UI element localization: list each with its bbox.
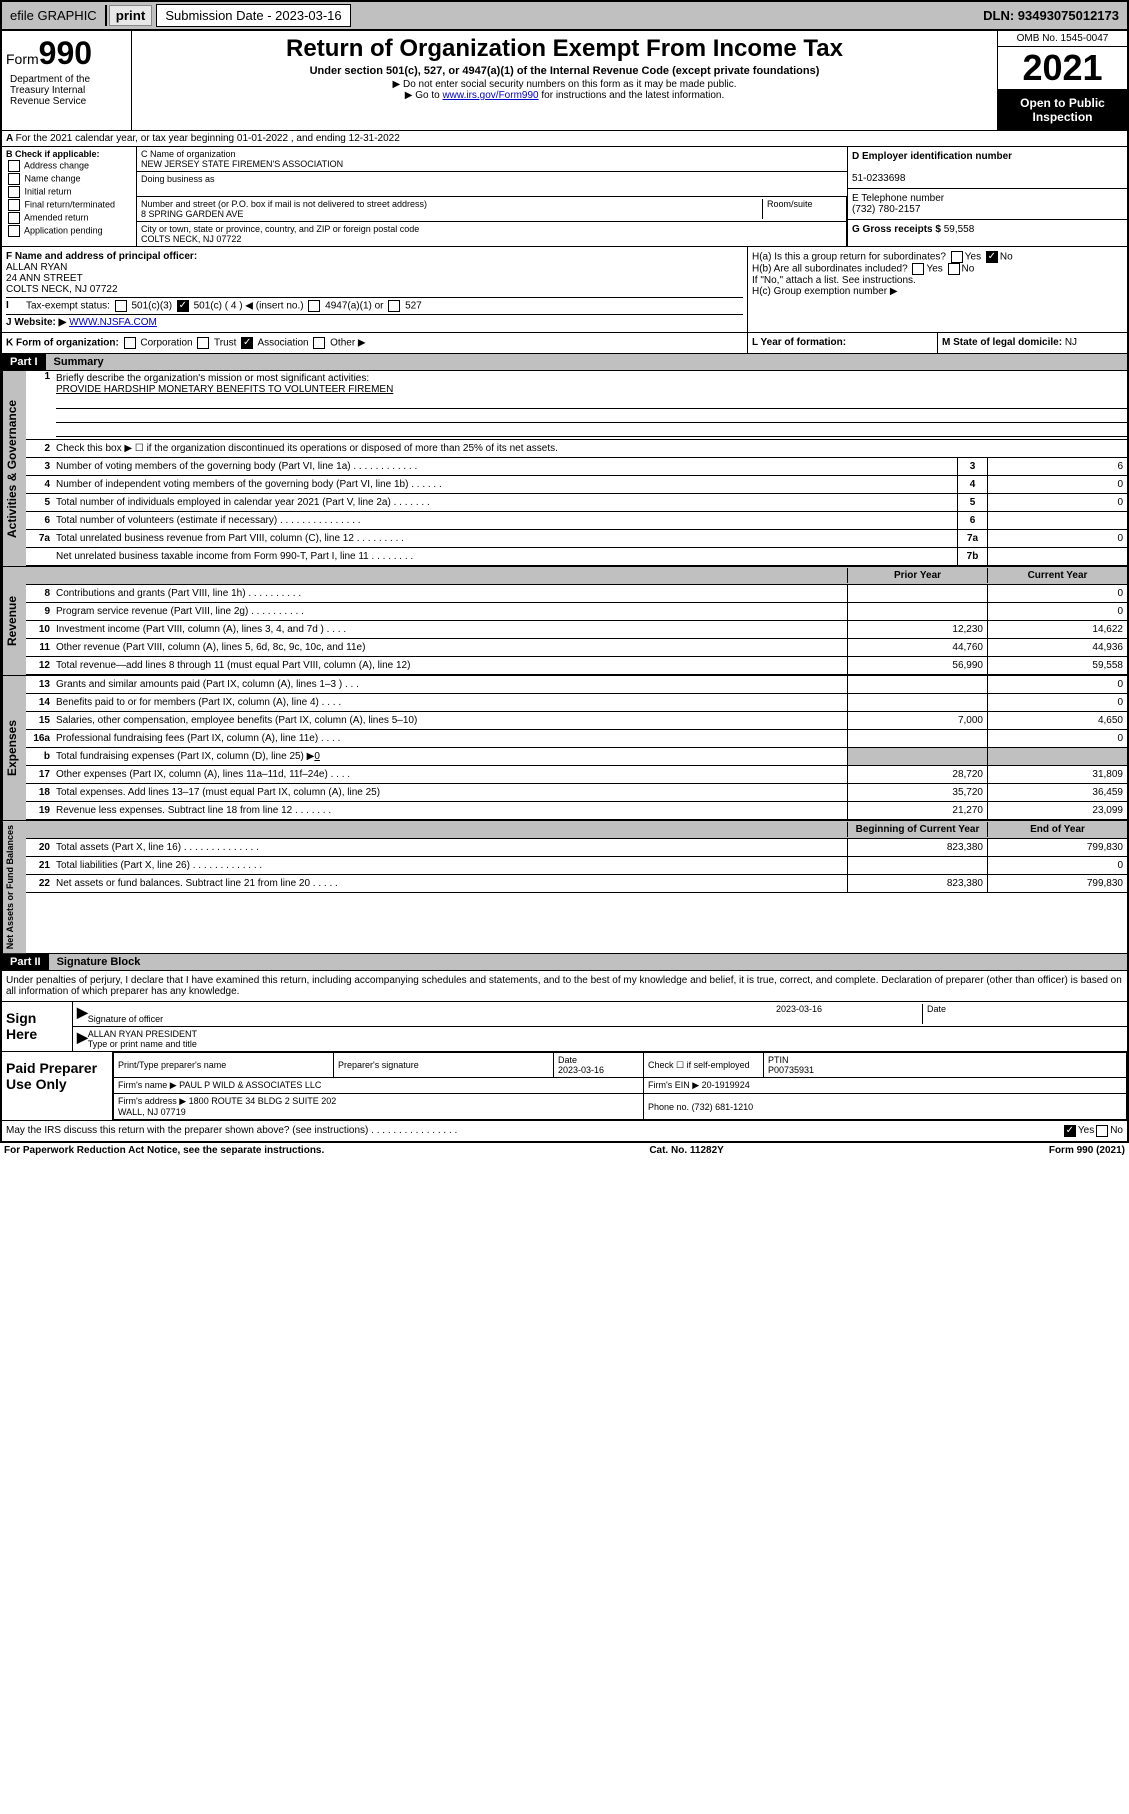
hb-yes[interactable]	[912, 263, 924, 275]
expenses-label: Expenses	[2, 676, 26, 820]
discuss-no[interactable]	[1096, 1125, 1108, 1137]
cat-no: Cat. No. 11282Y	[649, 1145, 723, 1156]
submission-date: Submission Date - 2023-03-16	[156, 4, 350, 27]
ha-yes[interactable]	[951, 251, 963, 263]
form-header: Form990 Department of the Treasury Inter…	[2, 31, 1127, 131]
discuss-yes[interactable]	[1064, 1125, 1076, 1137]
efile-label: efile GRAPHIC	[2, 5, 107, 26]
activities-label: Activities & Governance	[2, 371, 26, 566]
goto-note: ▶ Go to www.irs.gov/Form990 for instruct…	[136, 90, 993, 101]
netassets-label: Net Assets or Fund Balances	[2, 821, 26, 953]
k-other[interactable]	[313, 337, 325, 349]
street-address: 8 SPRING GARDEN AVE	[141, 209, 243, 219]
org-name: NEW JERSEY STATE FIREMEN'S ASSOCIATION	[141, 159, 343, 169]
mission-text: PROVIDE HARDSHIP MONETARY BENEFITS TO VO…	[56, 384, 393, 395]
k-trust[interactable]	[197, 337, 209, 349]
form-footer: Form 990 (2021)	[1049, 1145, 1125, 1156]
name-change-checkbox[interactable]: Name change	[6, 173, 132, 185]
val-7a: 0	[987, 530, 1127, 547]
val-4: 0	[987, 476, 1127, 493]
501c-checkbox[interactable]	[177, 300, 189, 312]
part2-header: Part II	[2, 954, 49, 970]
gross-receipts: 59,558	[944, 224, 975, 235]
part2-title: Signature Block	[49, 954, 149, 970]
topbar: efile GRAPHIC print Submission Date - 20…	[2, 2, 1127, 31]
officer-name: ALLAN RYAN	[6, 262, 67, 273]
firm-address: 1800 ROUTE 34 BLDG 2 SUITE 202	[189, 1096, 337, 1106]
arrow-icon: ▶	[77, 1029, 88, 1049]
addr-change-checkbox[interactable]: Address change	[6, 160, 132, 172]
501c3-checkbox[interactable]	[115, 300, 127, 312]
penalty-declaration: Under penalties of perjury, I declare th…	[2, 971, 1127, 1002]
form-subtitle: Under section 501(c), 527, or 4947(a)(1)…	[136, 65, 993, 77]
form-number: Form990	[6, 35, 127, 72]
print-button[interactable]: print	[109, 5, 153, 26]
k-corp[interactable]	[124, 337, 136, 349]
pra-notice: For Paperwork Reduction Act Notice, see …	[4, 1145, 324, 1156]
ptin: P00735931	[768, 1065, 814, 1075]
revenue-label: Revenue	[2, 567, 26, 675]
firm-ein: 20-1919924	[702, 1080, 750, 1090]
ein: 51-0233698	[852, 173, 905, 184]
amended-checkbox[interactable]: Amended return	[6, 212, 132, 224]
arrow-icon: ▶	[77, 1004, 88, 1024]
dln: DLN: 93493075012173	[975, 5, 1127, 26]
val-5: 0	[987, 494, 1127, 511]
sign-here-label: Sign Here	[2, 1002, 72, 1051]
app-pending-checkbox[interactable]: Application pending	[6, 225, 132, 237]
omb-number: OMB No. 1545-0047	[998, 31, 1127, 47]
city-state-zip: COLTS NECK, NJ 07722	[141, 234, 241, 244]
domicile-state: NJ	[1065, 337, 1077, 348]
irs-link[interactable]: www.irs.gov/Form990	[442, 90, 538, 101]
officer-name-title: ALLAN RYAN PRESIDENT	[88, 1029, 1123, 1039]
val-3: 6	[987, 458, 1127, 475]
final-return-checkbox[interactable]: Final return/terminated	[6, 199, 132, 211]
dept-treasury: Department of the Treasury Internal Reve…	[6, 72, 127, 109]
tax-year-line: A For the 2021 calendar year, or tax yea…	[2, 131, 1127, 147]
section-b: B Check if applicable: Address change Na…	[2, 147, 137, 246]
telephone: (732) 780-2157	[852, 204, 920, 215]
website-link[interactable]: WWW.NJSFA.COM	[69, 317, 157, 328]
val-6	[987, 512, 1127, 529]
paid-preparer-label: Paid Preparer Use Only	[2, 1052, 112, 1120]
part1-header: Part I	[2, 354, 46, 370]
ha-no[interactable]	[986, 251, 998, 263]
firm-name: PAUL P WILD & ASSOCIATES LLC	[179, 1080, 321, 1090]
hb-no[interactable]	[948, 263, 960, 275]
k-assoc[interactable]	[241, 337, 253, 349]
527-checkbox[interactable]	[388, 300, 400, 312]
form-title: Return of Organization Exempt From Incom…	[136, 35, 993, 63]
ssn-note: ▶ Do not enter social security numbers o…	[136, 79, 993, 90]
preparer-table: Print/Type preparer's name Preparer's si…	[113, 1052, 1127, 1120]
open-public: Open to Public Inspection	[998, 90, 1127, 130]
4947-checkbox[interactable]	[308, 300, 320, 312]
initial-return-checkbox[interactable]: Initial return	[6, 186, 132, 198]
part1-title: Summary	[46, 354, 112, 370]
firm-phone: (732) 681-1210	[692, 1102, 754, 1112]
val-7b	[987, 548, 1127, 565]
tax-year: 2021	[998, 47, 1127, 90]
discuss-row: May the IRS discuss this return with the…	[2, 1121, 1127, 1141]
